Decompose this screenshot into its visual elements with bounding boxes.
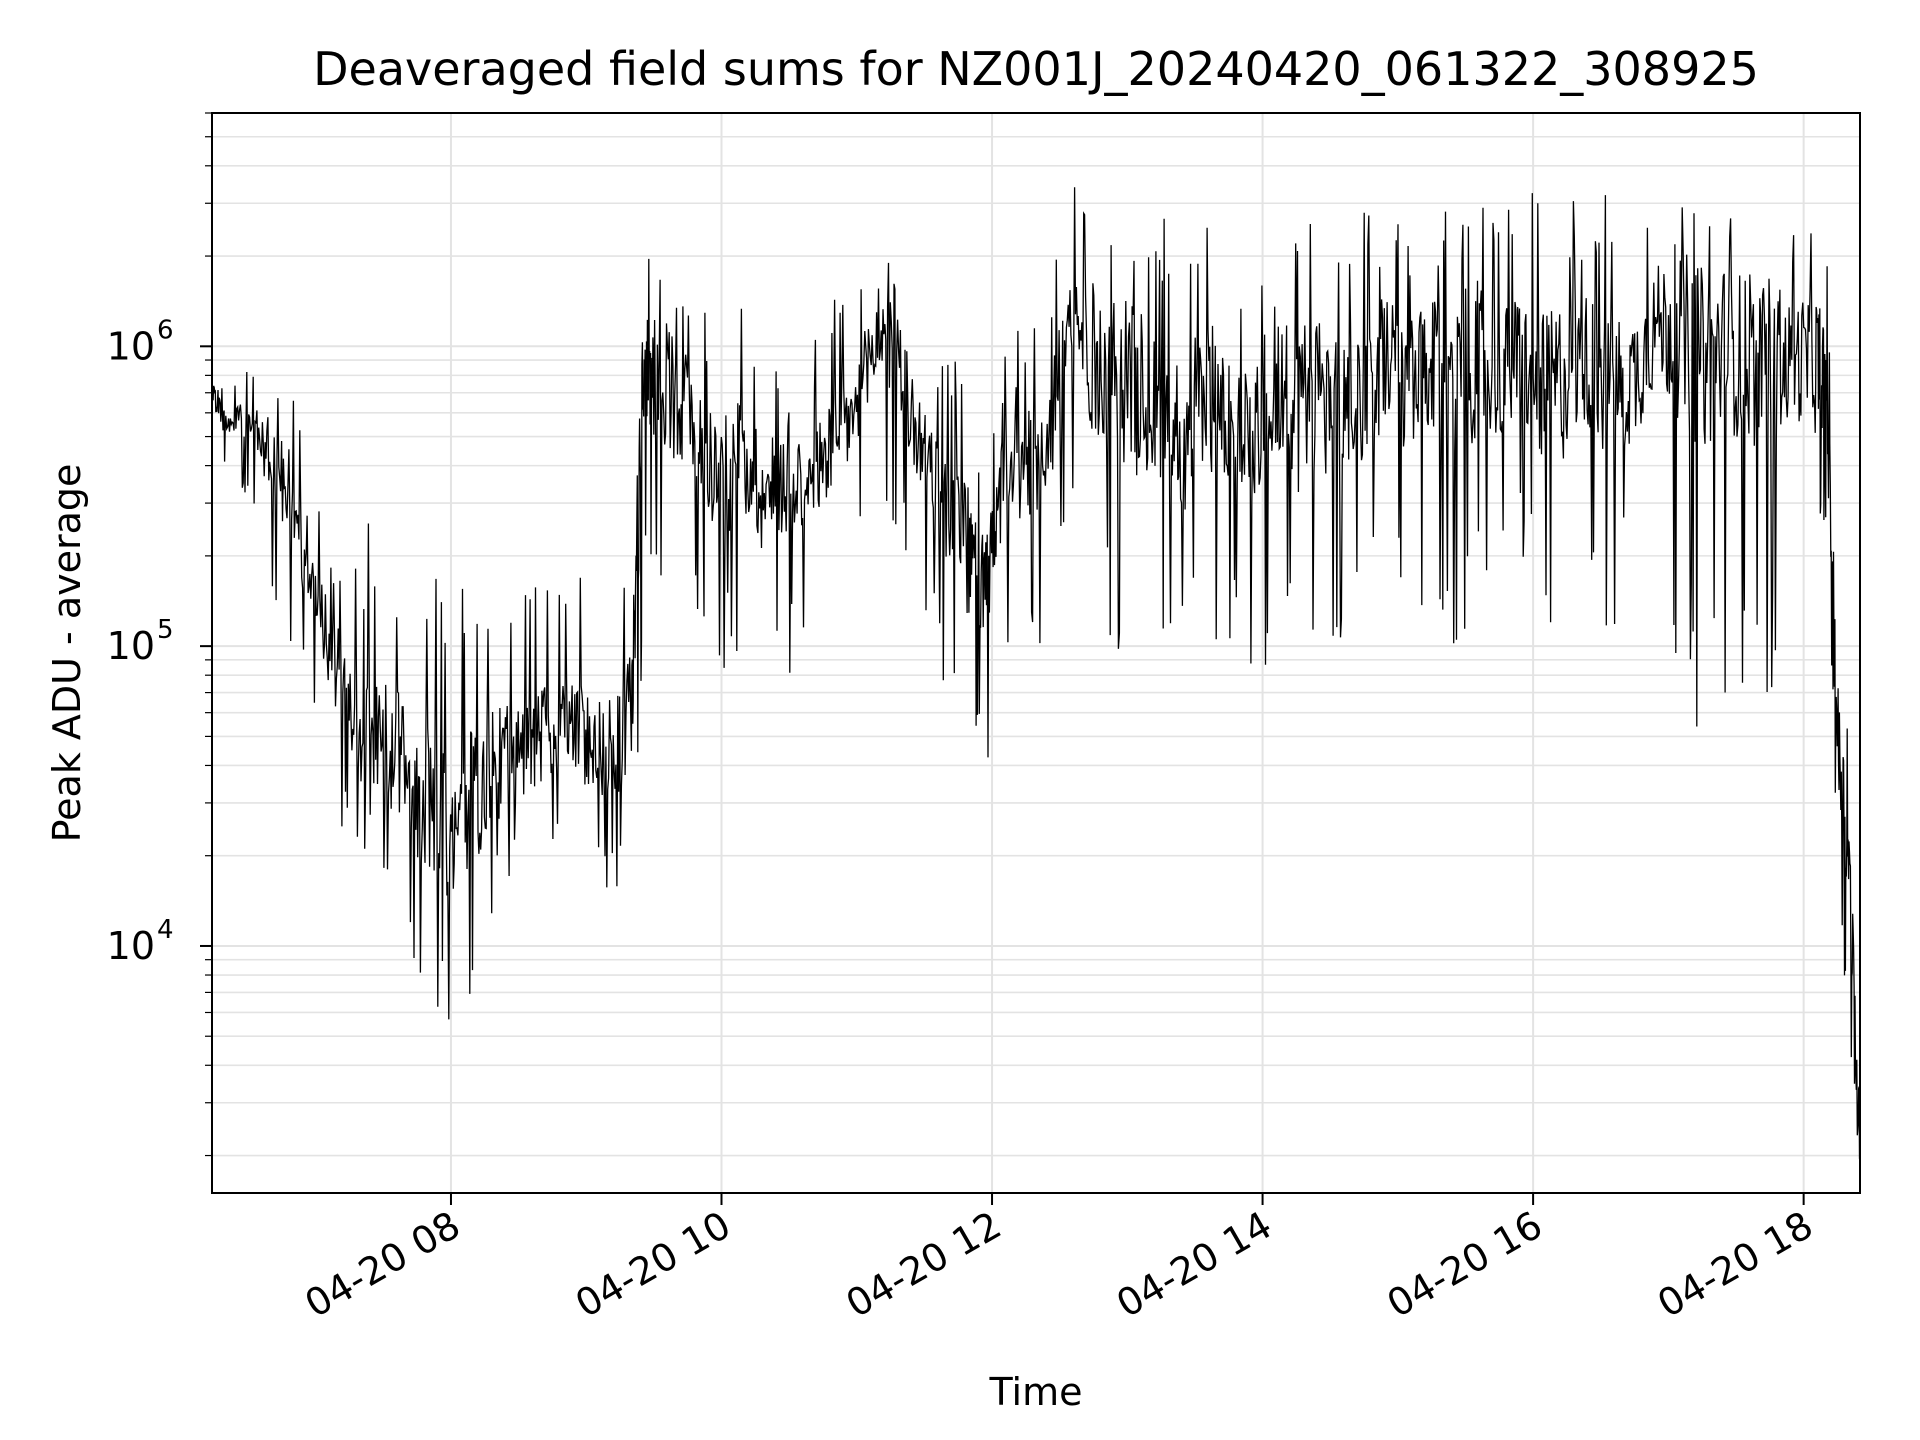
y-tick-exponent: 4 xyxy=(157,915,174,945)
x-axis-label: Time xyxy=(989,1370,1083,1414)
data-series xyxy=(211,187,1861,1163)
series-line xyxy=(211,187,1861,1163)
y-tick-label: 10 4 xyxy=(107,915,174,968)
grid xyxy=(212,112,1860,1193)
y-axis-label: Peak ADU - average xyxy=(45,464,89,843)
y-tick-label: 10 5 xyxy=(107,615,174,668)
plot-frame xyxy=(211,112,1861,1194)
y-tick-base: 10 xyxy=(107,624,155,668)
y-tick-exponent: 6 xyxy=(157,315,174,345)
chart-title: Deaveraged field sums for NZ001J_2024042… xyxy=(313,42,1759,96)
y-tick-base: 10 xyxy=(107,324,155,368)
y-tick-exponent: 5 xyxy=(157,615,174,645)
y-tick-label: 10 6 xyxy=(107,315,174,368)
y-tick-base: 10 xyxy=(107,924,155,968)
